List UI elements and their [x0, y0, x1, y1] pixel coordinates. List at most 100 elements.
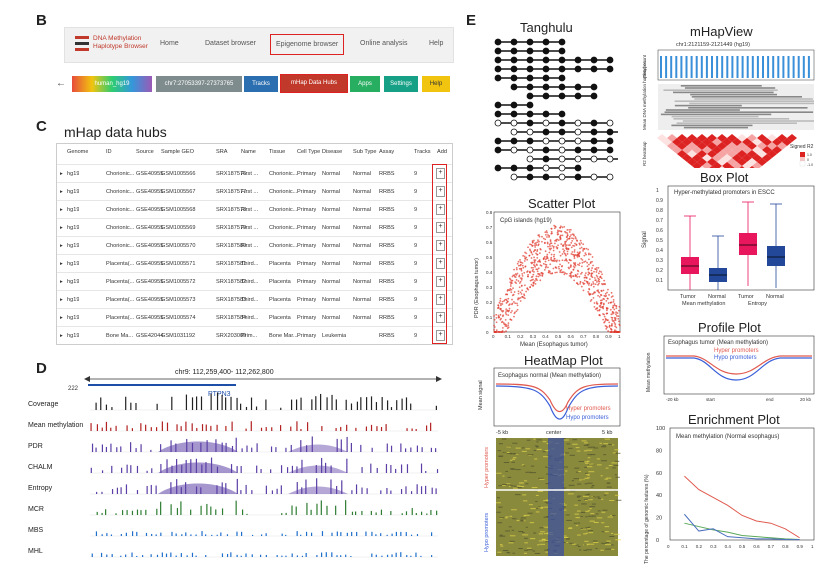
column-header[interactable]: Tissue: [269, 149, 286, 155]
nav-dataset-browser[interactable]: Dataset browser: [205, 40, 256, 47]
add-button[interactable]: +: [436, 276, 445, 287]
column-header[interactable]: Source: [136, 149, 154, 155]
heatmap-cell: [579, 479, 586, 481]
track-bar: [335, 399, 337, 410]
expand-icon[interactable]: ▸: [60, 171, 63, 177]
scatter-point: [519, 296, 522, 299]
track-bar: [386, 534, 388, 536]
expand-icon[interactable]: ▸: [60, 225, 63, 231]
scatter-point: [501, 300, 504, 303]
table-row[interactable]: ▸ hg19 Placenta(... GSE40955 GSM1005572 SRX18…: [57, 272, 452, 291]
expand-icon[interactable]: ▸: [60, 297, 63, 303]
table-row[interactable]: ▸ hg19 Chorionic... GSE40955 GSM1005566 SRX18…: [57, 164, 452, 183]
table-row[interactable]: ▸ hg19 Bone Ma... GSE42044 GSM1031192 SRX2030…: [57, 326, 452, 345]
column-header[interactable]: Sub Type: [353, 149, 377, 155]
expand-icon[interactable]: ▸: [60, 243, 63, 249]
table-row[interactable]: ▸ hg19 Chorionic... GSE40955 GSM1005569 SRX18…: [57, 218, 452, 237]
table-row[interactable]: ▸ hg19 Placenta(... GSE40955 GSM1005571 SRX18…: [57, 254, 452, 273]
column-header[interactable]: SRA: [216, 149, 228, 155]
column-header[interactable]: Name: [241, 149, 256, 155]
add-button[interactable]: +: [436, 330, 445, 341]
heatmap-cell: [565, 541, 569, 543]
heatmap-cell: [545, 483, 550, 485]
box-ytick: 0.1: [656, 278, 663, 284]
expand-icon[interactable]: ▸: [60, 189, 63, 195]
column-header[interactable]: ID: [106, 149, 112, 155]
genome-selector[interactable]: human_hg19: [72, 76, 152, 92]
heatmap-cell: [545, 541, 550, 543]
track-bar: [380, 490, 382, 494]
scatter-point: [564, 245, 567, 248]
expand-icon[interactable]: ▸: [60, 261, 63, 267]
settings-button[interactable]: Settings: [384, 76, 418, 92]
scatter-point: [561, 264, 564, 267]
track-bar: [226, 553, 229, 557]
table-row[interactable]: ▸ hg19 Chorionic... GSE40955 GSM1005570 SRX18…: [57, 236, 452, 255]
scatter-point: [610, 316, 613, 319]
scatter-point: [598, 309, 601, 312]
nav-epigenome-browser[interactable]: Epigenome browser: [270, 34, 345, 55]
table-row[interactable]: ▸ hg19 Chorionic... GSE40955 GSM1005567 SRX18…: [57, 182, 452, 201]
track-bar: [236, 554, 238, 557]
add-button[interactable]: +: [436, 258, 445, 269]
scatter-point: [505, 308, 508, 311]
expand-icon[interactable]: ▸: [60, 315, 63, 321]
tanghulu-cpg: [494, 119, 502, 127]
scatter-point: [572, 233, 575, 236]
expand-icon[interactable]: ▸: [60, 279, 63, 285]
add-button[interactable]: +: [436, 168, 445, 179]
column-header[interactable]: Sample GEO: [161, 149, 194, 155]
add-button[interactable]: +: [436, 186, 445, 197]
column-header[interactable]: Disease: [322, 149, 343, 155]
mhap-data-hubs-button[interactable]: mHap Data Hubs: [280, 74, 348, 93]
table-cell: hg19: [67, 261, 80, 267]
track-bar: [270, 446, 273, 452]
table-cell: GSE40955: [136, 171, 164, 177]
scatter-point: [558, 259, 561, 262]
haplotype-read: [674, 100, 814, 102]
expand-icon[interactable]: ▸: [60, 333, 63, 339]
column-header[interactable]: Genome: [67, 149, 89, 155]
scatter-point: [576, 269, 579, 272]
apps-button[interactable]: Apps: [350, 76, 380, 92]
table-row[interactable]: ▸ hg19 Placenta(... GSE40955 GSM1005574 SRX18…: [57, 308, 452, 327]
column-header[interactable]: Assay: [379, 149, 395, 155]
nav-home[interactable]: Home: [160, 40, 179, 47]
track-bar: [386, 443, 388, 452]
nav-help[interactable]: Help: [429, 40, 444, 47]
tanghulu-cpg: [526, 128, 534, 136]
table-row[interactable]: ▸ hg19 Chorionic... GSE40955 GSM1005568 SRX18…: [57, 200, 452, 219]
location-box[interactable]: chr7:27053397-27373765: [156, 76, 242, 92]
column-header[interactable]: Cell Type: [297, 149, 321, 155]
heatmap-cell: [506, 483, 511, 485]
logo-text[interactable]: DNA Methylation Haplotype Browser: [93, 35, 148, 51]
scatter-point: [520, 277, 523, 280]
heatmap-cell: [602, 509, 608, 511]
help-button[interactable]: Help: [422, 76, 450, 92]
add-button[interactable]: +: [436, 240, 445, 251]
add-button[interactable]: +: [436, 204, 445, 215]
back-arrow-icon[interactable]: ←: [56, 78, 66, 89]
scatter-point: [598, 291, 601, 294]
heatmap-cell: [545, 466, 549, 468]
heatmap-cell: [582, 495, 589, 497]
add-button[interactable]: +: [436, 294, 445, 305]
table-row[interactable]: ▸ hg19 Placenta(... GSE40955 GSM1005573 SRX18…: [57, 290, 452, 309]
tracks-button[interactable]: Tracks: [244, 76, 278, 92]
table-cell: Leukemia: [322, 333, 347, 339]
track-bar: [320, 500, 322, 515]
tanghulu-cpg: [574, 56, 582, 64]
heatmap-cell: [590, 454, 596, 456]
expand-icon[interactable]: ▸: [60, 207, 63, 213]
track-bar: [280, 425, 282, 431]
table-cell: GSM1005574: [161, 315, 196, 321]
scatter-point: [529, 286, 531, 289]
add-button[interactable]: +: [436, 222, 445, 233]
column-header[interactable]: Add: [437, 149, 447, 155]
nav-online-analysis[interactable]: Online analysis: [360, 40, 408, 47]
table-cell: Placenta: [269, 279, 291, 285]
logo-line2: Haplotype Browser: [93, 43, 148, 50]
add-button[interactable]: +: [436, 312, 445, 323]
mhapview-plot: chr1:2121159-2121449 (hg19) Read count M…: [642, 42, 815, 168]
column-header[interactable]: Tracks: [414, 149, 431, 155]
